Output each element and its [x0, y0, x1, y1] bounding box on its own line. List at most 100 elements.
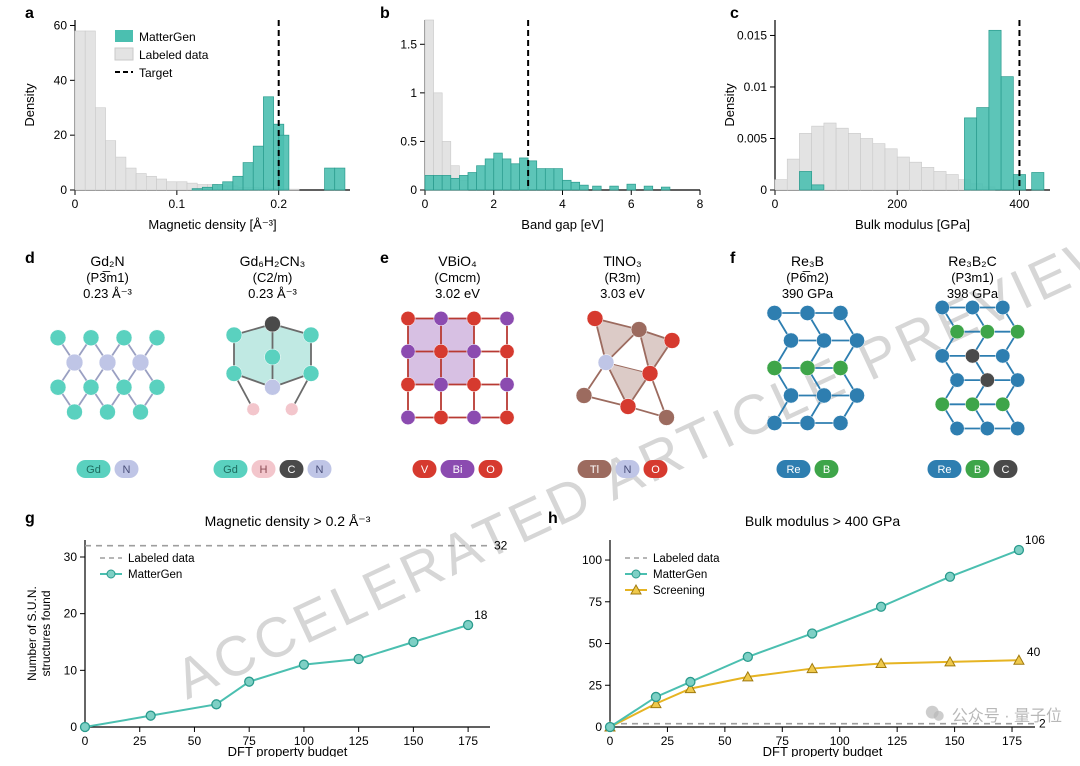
svg-text:1: 1 — [410, 86, 417, 100]
svg-text:0.5: 0.5 — [400, 134, 417, 148]
svg-text:3.03 eV: 3.03 eV — [600, 286, 645, 301]
svg-text:Re₃B₂C: Re₃B₂C — [948, 253, 996, 269]
panel-label-h: h — [548, 510, 558, 528]
svg-text:1.5: 1.5 — [400, 37, 417, 51]
svg-text:N: N — [123, 464, 131, 476]
svg-text:0: 0 — [772, 197, 779, 211]
svg-text:125: 125 — [887, 734, 907, 748]
svg-text:DFT property budget: DFT property budget — [763, 744, 883, 757]
source-watermark-text: 公众号 · 量子位 — [952, 702, 1062, 726]
svg-text:Gd₆H₂CN₃: Gd₆H₂CN₃ — [240, 253, 306, 269]
svg-text:0: 0 — [72, 197, 79, 211]
svg-text:20: 20 — [54, 128, 68, 142]
svg-text:Bi: Bi — [453, 464, 463, 476]
svg-text:25: 25 — [133, 734, 147, 748]
svg-text:175: 175 — [1002, 734, 1022, 748]
svg-text:Bulk modulus [GPa]: Bulk modulus [GPa] — [855, 217, 970, 232]
panel-label-e: e — [380, 250, 389, 268]
svg-text:106: 106 — [1025, 533, 1045, 547]
svg-text:(P6̅m2): (P6̅m2) — [786, 270, 829, 285]
svg-text:32: 32 — [494, 539, 508, 553]
svg-text:3.02 eV: 3.02 eV — [435, 286, 480, 301]
svg-text:0: 0 — [422, 197, 429, 211]
svg-text:18: 18 — [474, 608, 488, 622]
svg-text:N: N — [316, 464, 324, 476]
svg-text:0.1: 0.1 — [169, 197, 186, 211]
svg-text:0: 0 — [410, 183, 417, 197]
svg-text:O: O — [651, 464, 660, 476]
svg-text:C: C — [288, 464, 296, 476]
svg-text:O: O — [486, 464, 495, 476]
svg-text:60: 60 — [54, 18, 68, 32]
svg-text:0.23 Å⁻³: 0.23 Å⁻³ — [248, 286, 297, 301]
wechat-icon — [924, 703, 946, 725]
svg-text:75: 75 — [589, 595, 603, 609]
svg-text:Gd: Gd — [223, 464, 238, 476]
svg-text:(P3m1): (P3m1) — [951, 270, 994, 285]
svg-text:Magnetic density [Å⁻³]: Magnetic density [Å⁻³] — [148, 217, 276, 232]
svg-text:Bulk modulus > 400 GPa: Bulk modulus > 400 GPa — [745, 513, 900, 529]
svg-text:Screening: Screening — [653, 585, 705, 597]
svg-text:0: 0 — [760, 183, 767, 197]
svg-text:DFT property budget: DFT property budget — [228, 744, 348, 757]
svg-text:Density: Density — [722, 83, 737, 127]
panel-label-c: c — [730, 5, 739, 23]
svg-text:Labeled data: Labeled data — [128, 553, 195, 565]
svg-text:H: H — [260, 464, 268, 476]
svg-text:0: 0 — [595, 720, 602, 734]
panel-label-g: g — [25, 510, 35, 528]
svg-text:Gd₂N: Gd₂N — [90, 253, 124, 269]
svg-text:Magnetic density > 0.2 Å⁻³: Magnetic density > 0.2 Å⁻³ — [205, 513, 371, 529]
svg-text:40: 40 — [1027, 645, 1041, 659]
svg-text:0.015: 0.015 — [737, 28, 767, 42]
svg-text:398 GPa: 398 GPa — [947, 286, 999, 301]
svg-text:0.005: 0.005 — [737, 131, 767, 145]
svg-text:100: 100 — [582, 553, 602, 567]
svg-text:VBiO₄: VBiO₄ — [438, 253, 477, 269]
svg-text:Re: Re — [937, 464, 951, 476]
svg-text:25: 25 — [661, 734, 675, 748]
svg-text:MatterGen: MatterGen — [139, 30, 196, 44]
svg-text:(P3̅m1): (P3̅m1) — [86, 270, 129, 285]
panel-label-a: a — [25, 5, 34, 23]
svg-text:175: 175 — [458, 734, 478, 748]
svg-text:C: C — [1002, 464, 1010, 476]
svg-text:4: 4 — [559, 197, 566, 211]
svg-text:200: 200 — [887, 197, 907, 211]
svg-text:(R3m): (R3m) — [604, 270, 640, 285]
svg-text:TlNO₃: TlNO₃ — [603, 253, 641, 269]
svg-text:25: 25 — [589, 678, 603, 692]
svg-text:10: 10 — [64, 663, 78, 677]
svg-text:Density: Density — [22, 83, 37, 127]
svg-text:30: 30 — [64, 550, 78, 564]
svg-text:390 GPa: 390 GPa — [782, 286, 834, 301]
svg-text:6: 6 — [628, 197, 635, 211]
svg-text:Labeled data: Labeled data — [139, 48, 209, 62]
svg-text:150: 150 — [945, 734, 965, 748]
svg-text:0.2: 0.2 — [270, 197, 287, 211]
svg-text:Labeled data: Labeled data — [653, 553, 720, 565]
svg-text:400: 400 — [1009, 197, 1029, 211]
svg-text:Re: Re — [786, 464, 800, 476]
svg-text:Target: Target — [139, 66, 173, 80]
svg-text:MatterGen: MatterGen — [128, 569, 182, 581]
panel-label-b: b — [380, 5, 390, 23]
svg-text:0: 0 — [607, 734, 614, 748]
svg-text:40: 40 — [54, 73, 68, 87]
svg-text:125: 125 — [349, 734, 369, 748]
svg-text:Re₃B: Re₃B — [791, 253, 824, 269]
svg-text:MatterGen: MatterGen — [653, 569, 707, 581]
svg-text:Number of S.U.N.: Number of S.U.N. — [25, 586, 39, 681]
svg-text:V: V — [421, 464, 429, 476]
panel-label-f: f — [730, 250, 735, 268]
svg-text:structures found: structures found — [39, 590, 53, 676]
svg-text:B: B — [823, 464, 830, 476]
svg-text:50: 50 — [718, 734, 732, 748]
svg-text:0: 0 — [82, 734, 89, 748]
svg-text:0.23 Å⁻³: 0.23 Å⁻³ — [83, 286, 132, 301]
svg-text:50: 50 — [589, 637, 603, 651]
svg-text:B: B — [974, 464, 981, 476]
source-watermark: 公众号 · 量子位 — [924, 702, 1062, 726]
svg-text:Tl: Tl — [590, 464, 599, 476]
svg-text:Band gap [eV]: Band gap [eV] — [521, 217, 603, 232]
